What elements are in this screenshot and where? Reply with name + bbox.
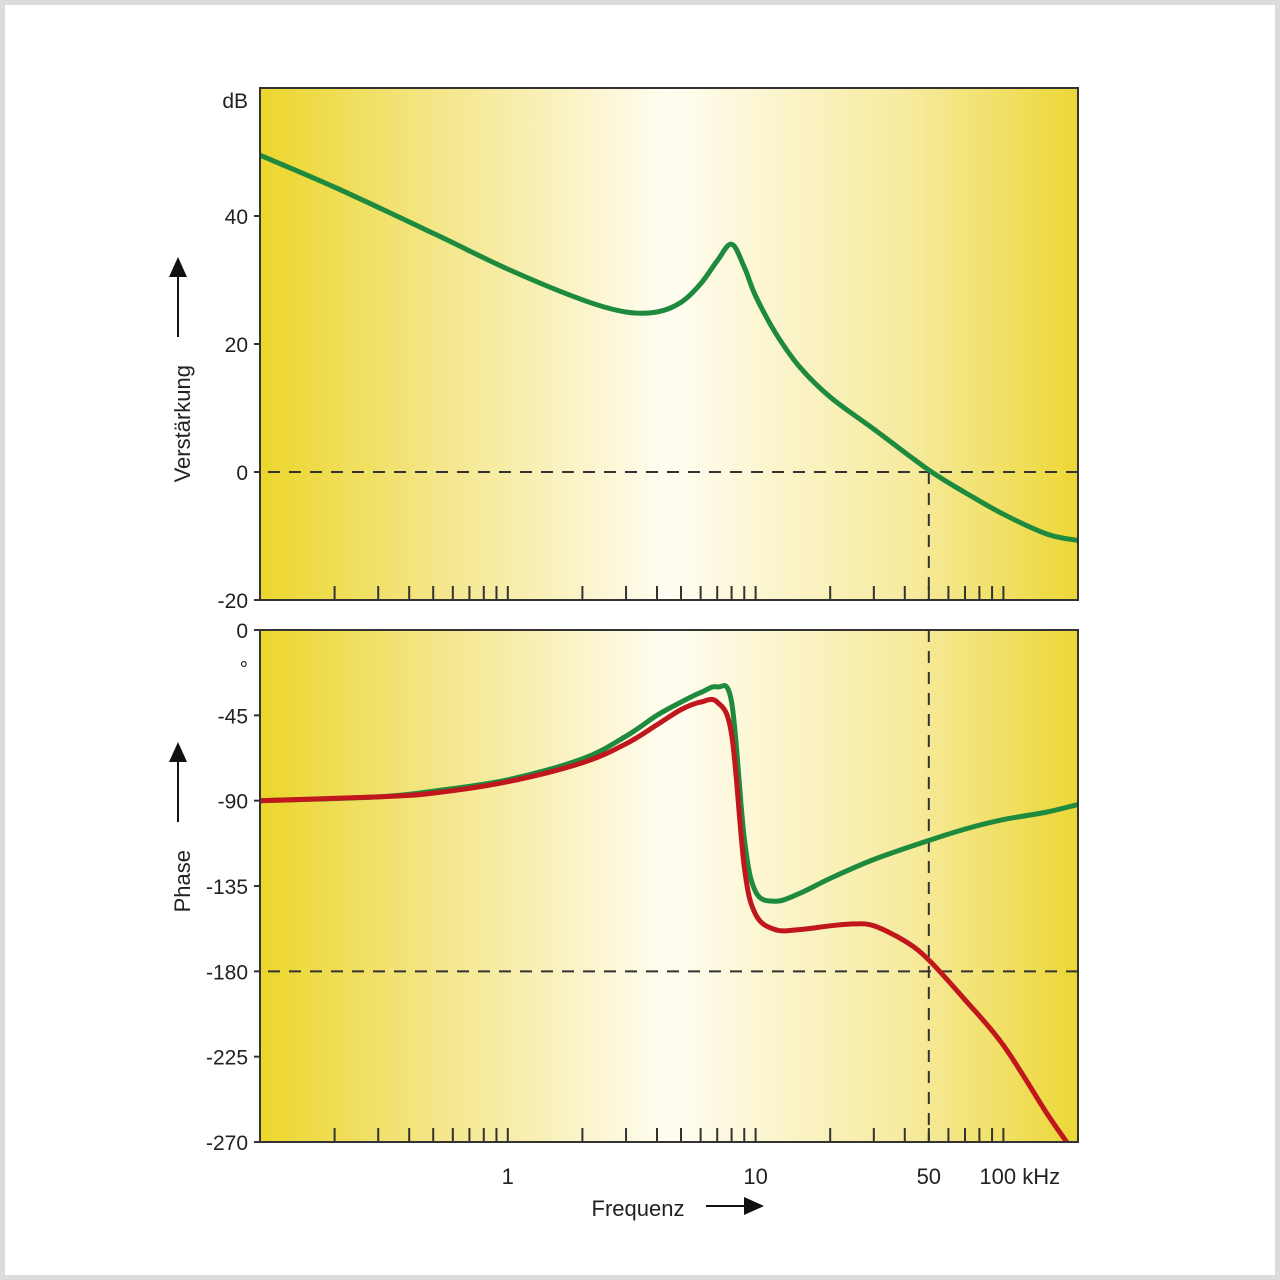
plot-panel-1: 40 20 0 -20 dB Verstärkung [169,87,1079,613]
y-axis-label: Phase [170,850,195,912]
y-unit-label: dB [222,90,248,113]
series-group [260,152,1078,543]
x-ticks [333,1128,1005,1142]
y-tick-label: 20 [225,334,248,357]
y-ticks: 40 20 0 -20 [218,206,260,613]
y-axis-label: Verstärkung [170,365,195,482]
y-tick-label: 40 [225,206,248,229]
series-line-2 [260,696,1070,1142]
y-tick-label: 0 [236,620,248,643]
x-tick-label: 1 [502,1164,514,1189]
y-axis-arrow-head [169,742,187,762]
reference-lines [268,471,1078,600]
y-tick-label: -270 [206,1132,248,1155]
x-tick-labels: 1 10 50 100 kHz [502,1164,1060,1189]
x-tick-label: 10 [743,1164,767,1189]
y-tick-label: -45 [218,705,248,728]
plot-panel-2: 0 -45 -90 -135 -180 -225 -270 ° Phase 1 10 50 100 kH… [169,620,1079,1221]
y-tick-label: -90 [218,791,248,814]
x-axis-label-group: Frequenz [592,1196,764,1221]
x-axis-label: Frequenz [592,1196,685,1221]
plot-frame [259,87,1079,601]
series-line-1 [260,152,1078,543]
y-ticks: 0 -45 -90 -135 -180 -225 -270 [206,620,260,1155]
y-tick-label: -135 [206,876,248,899]
y-axis-label-group: Phase [169,742,195,912]
x-axis-arrow-head [744,1197,764,1215]
y-axis-label-group: Verstärkung [169,257,195,482]
y-tick-label: 0 [236,462,248,485]
plot-background [260,88,1078,600]
y-tick-label: -225 [206,1047,248,1070]
series-group [260,683,1078,1142]
x-ticks [333,586,1005,600]
y-tick-label: -180 [206,961,248,984]
x-tick-label: 50 [917,1164,941,1189]
plot-frame [259,629,1079,1143]
y-tick-label: -20 [218,590,248,613]
x-tick-label: 100 kHz [979,1164,1060,1189]
y-unit-label: ° [240,658,248,681]
y-axis-arrow-head [169,257,187,277]
